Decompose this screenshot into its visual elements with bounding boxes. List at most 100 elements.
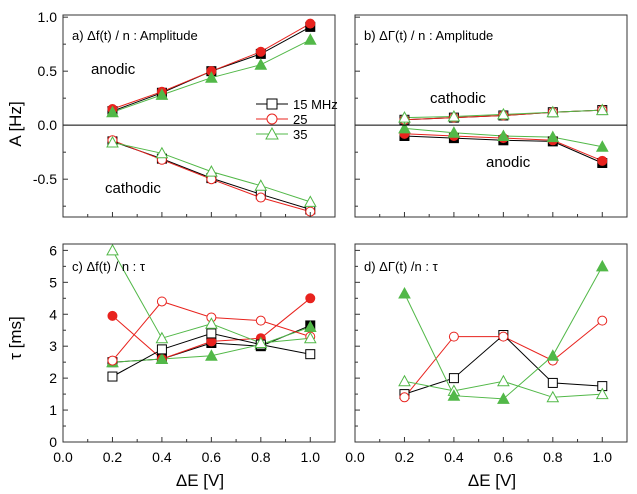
panel-c-data-point xyxy=(254,336,268,348)
panel-b-data-point xyxy=(398,121,411,134)
panel-d-x-tick-label: 0.2 xyxy=(395,449,415,465)
y-axis-label-bottom: τ [ms] xyxy=(6,316,25,360)
panel-a-data-point xyxy=(254,179,268,191)
panel-c-y-tick-label: 6 xyxy=(49,242,57,258)
panel-a-data-point xyxy=(155,88,169,100)
panel-a-y-tick-label: 1.0 xyxy=(38,9,58,25)
y-axis-label-top: A [Hz] xyxy=(6,101,25,146)
panel-c-data-point xyxy=(303,320,317,332)
panel-d-x-tick-label: 1.0 xyxy=(593,449,613,465)
panel-a-data-point xyxy=(303,195,317,207)
panel-c-data-point xyxy=(155,331,169,344)
panel-a-annotation-anodic: anodic xyxy=(91,61,136,78)
panel-d-data-point xyxy=(448,373,459,384)
panel-c-y-tick-label: 3 xyxy=(49,338,57,354)
panel-c-data-point xyxy=(305,293,316,304)
panel-c-data-point xyxy=(303,331,317,344)
text-layer: A [Hz] τ [ms] ΔE [V] ΔE [V] a) Δf(t) / n… xyxy=(6,9,612,490)
panel-b-data-point xyxy=(546,105,560,118)
panel-b-data-point xyxy=(447,126,461,138)
panel-c-data-point xyxy=(107,355,118,366)
panel-c-title: c) Δf(t) / n : τ xyxy=(72,259,146,274)
panel-c-data-point xyxy=(107,371,118,382)
panel-d-x-tick-label: 0.8 xyxy=(543,449,563,465)
panel-d-data-point xyxy=(546,390,560,403)
series-lines xyxy=(112,23,603,400)
panel-c-x-tick-label: 0.0 xyxy=(53,449,73,465)
panel-d-x-tick-label: 0.0 xyxy=(345,449,365,465)
panel-d-x-tick-label: 0.4 xyxy=(444,449,464,465)
panel-c-y-tick-label: 1 xyxy=(49,402,57,418)
legend-label-15mhz: 15 MHz xyxy=(293,97,338,112)
panel-a-data-point xyxy=(255,192,266,203)
panel-b-data-point xyxy=(597,155,608,166)
panel-a-data-point xyxy=(205,71,218,83)
panel-a-data-point xyxy=(155,146,169,159)
panel-d-x-tick-label: 0.6 xyxy=(494,449,514,465)
panel-d-data-point xyxy=(399,392,410,403)
panel-d-data-point xyxy=(398,374,411,387)
panel-c-data-point xyxy=(106,243,119,256)
panel-b-data-point xyxy=(546,130,560,143)
panel-b-data-point xyxy=(595,140,609,152)
panel-c-data-point xyxy=(156,296,167,307)
panel-c-data-point xyxy=(205,317,218,329)
panel-a-y-tick-label: 0.5 xyxy=(38,63,58,79)
panel-c-data-point xyxy=(155,352,169,364)
legend-item-25: 25 xyxy=(256,112,307,127)
panel-b-title: b) ΔΓ(t) / n : Amplitude xyxy=(364,28,493,43)
panel-d-data-point xyxy=(497,392,510,404)
panel-a-data-point xyxy=(255,46,266,57)
panel-c-x-tick-label: 1.0 xyxy=(301,449,321,465)
panel-c-x-tick-label: 0.6 xyxy=(202,449,222,465)
legend-label-25: 25 xyxy=(293,112,307,127)
panel-b-data-point xyxy=(497,107,510,120)
panel-b-annotation-anodic: anodic xyxy=(486,154,531,171)
panel-a-y-tick-label: 0.0 xyxy=(38,117,58,133)
panel-a-title: a) Δf(t) / n : Amplitude xyxy=(72,28,198,43)
panel-c-y-tick-label: 2 xyxy=(49,370,57,386)
panel-a-frame xyxy=(62,14,336,218)
panel-b-annotation-cathodic: cathodic xyxy=(430,90,486,107)
panel-a-annotation-cathodic: cathodic xyxy=(105,180,161,197)
legend-item-35: 35 xyxy=(256,126,307,142)
panel-a-data-point xyxy=(106,135,119,148)
panel-c-x-tick-label: 0.4 xyxy=(152,449,172,465)
legend-item-15mhz: 15 MHz xyxy=(256,97,338,112)
panel-d-data-point xyxy=(498,331,509,342)
panel-b-data-point xyxy=(595,103,609,116)
legend: 15 MHz 25 35 xyxy=(256,97,338,142)
panel-c-data-point xyxy=(305,349,316,360)
panel-c-data-point xyxy=(205,349,218,361)
x-axis-label-left: ΔE [V] xyxy=(176,471,224,490)
panel-a-data-point xyxy=(305,18,316,29)
panel-b-data-point xyxy=(447,109,461,122)
panel-c-data-point xyxy=(107,310,118,321)
panel-a-y-tick-label: -0.5 xyxy=(33,171,57,187)
panel-d-data-point xyxy=(547,377,558,388)
panel-a-data-point xyxy=(254,58,268,70)
panel-c-y-tick-label: 5 xyxy=(49,274,57,290)
panel-c-data-point xyxy=(156,344,167,355)
panel-a-data-point xyxy=(106,105,119,118)
panel-d-data-point xyxy=(595,387,609,400)
panel-d-data-point xyxy=(497,374,510,387)
panel-d-frame xyxy=(354,243,628,443)
x-axis-label-right: ΔE [V] xyxy=(468,471,516,490)
series-markers xyxy=(106,18,609,404)
panel-c-data-point xyxy=(255,315,266,326)
panel-d-title: d) ΔΓ(t) /n : τ xyxy=(364,259,439,274)
panel-a-data-point xyxy=(205,165,218,177)
panel-c-x-tick-label: 0.2 xyxy=(103,449,123,465)
panel-c-x-tick-label: 0.8 xyxy=(251,449,271,465)
panel-c-frame xyxy=(62,243,336,443)
panel-d-data-point xyxy=(597,315,608,326)
panel-c-y-tick-label: 0 xyxy=(49,434,57,450)
panel-d-data-point xyxy=(546,349,560,361)
panel-b-frame xyxy=(354,14,628,218)
panel-a-data-point xyxy=(303,33,317,45)
panel-d-data-point xyxy=(398,286,411,299)
panel-b-data-point xyxy=(497,129,510,141)
panel-d-data-point xyxy=(448,331,459,342)
